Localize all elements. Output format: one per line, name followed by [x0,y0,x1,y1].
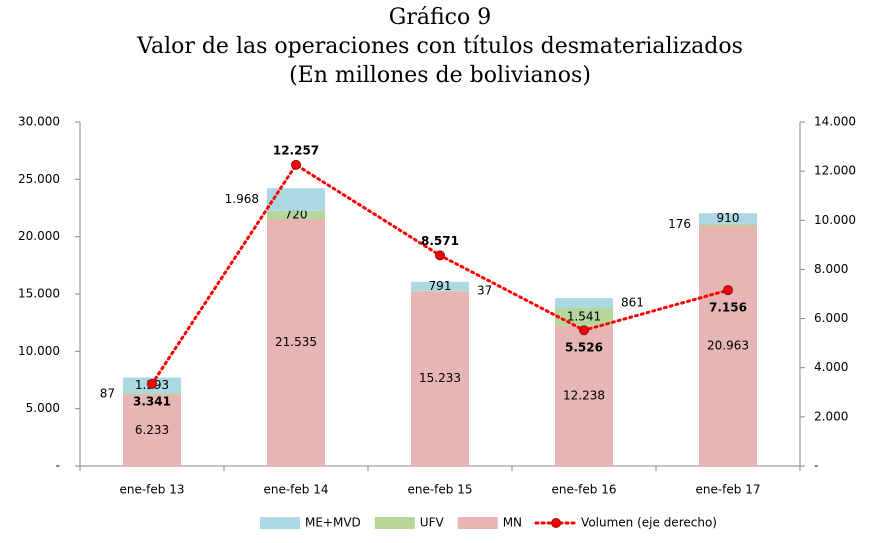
y2-tick-label: 10.000 [814,213,856,227]
y2-tick-label: - [814,459,818,473]
bar-segment [699,213,757,224]
value-label: 87 [100,387,115,401]
value-label: 1.968 [225,192,259,206]
value-label: 37 [477,284,492,298]
y2-tick-label: 4.000 [814,360,848,374]
value-label: 15.233 [419,371,461,385]
legend-swatch [457,517,498,529]
legend-swatch [260,517,300,529]
x-tick-label: ene-feb 15 [407,483,472,497]
bar-segment [267,188,325,211]
y2-tick-label: 12.000 [814,164,856,178]
chart-title: Gráfico 9 [389,5,491,30]
legend-label: ME+MVD [305,516,361,530]
line-marker [147,378,157,389]
bar-segment [555,325,613,466]
bar-segment [699,223,757,226]
y-tick-label: 30.000 [18,115,60,129]
x-tick-label: ene-feb 16 [551,483,616,497]
bar-segment [123,394,181,466]
line-marker [579,325,589,336]
bar-segment [123,393,181,395]
bar-segment [555,298,613,309]
chart-subtitle: (En millones de bolivianos) [289,63,591,88]
y2-tick-label: 8.000 [814,262,848,276]
y-tick-label: 15.000 [18,287,60,301]
value-label: 720 [285,207,308,221]
value-label: 5.526 [565,341,603,355]
bar-segment [411,291,469,466]
y2-tick-label: 6.000 [814,311,848,325]
x-tick-label: ene-feb 17 [695,483,760,497]
legend-label: UFV [420,516,445,530]
value-label: 861 [621,296,644,310]
y2-tick-label: 2.000 [814,409,848,423]
value-label: 176 [668,217,691,231]
value-label: 791 [429,279,452,293]
chart-title: Valor de las operaciones con títulos des… [136,34,743,59]
bar-segment [411,281,469,291]
value-label: 12.257 [273,143,319,157]
value-label: 20.963 [707,338,749,352]
value-label: 8.571 [421,234,459,248]
bar-segment [267,219,325,466]
legend-label: Volumen (eje derecho) [581,516,717,530]
value-label: 3.341 [133,394,171,408]
x-tick-label: ene-feb 13 [119,483,184,497]
value-label: 21.535 [275,335,317,349]
line-marker [291,159,301,170]
legend-marker [551,518,562,528]
value-label: 12.238 [563,388,605,402]
line-marker [435,250,445,261]
y-tick-label: 20.000 [18,229,60,243]
value-label: 7.156 [709,301,747,315]
x-tick-label: ene-feb 14 [263,483,328,497]
value-label: 910 [717,211,740,225]
line-marker [723,285,733,296]
y-tick-label: - [56,459,60,473]
value-label: 6.233 [135,423,169,437]
value-label: 1.541 [567,309,601,323]
y-tick-label: 5.000 [26,401,60,415]
y-tick-label: 10.000 [18,344,60,358]
y2-tick-label: 14.000 [814,115,856,129]
bar-segment [267,210,325,220]
legend-label: MN [503,516,522,530]
legend-swatch [374,517,415,529]
y-tick-label: 25.000 [18,172,60,186]
bar-segment [699,225,757,466]
